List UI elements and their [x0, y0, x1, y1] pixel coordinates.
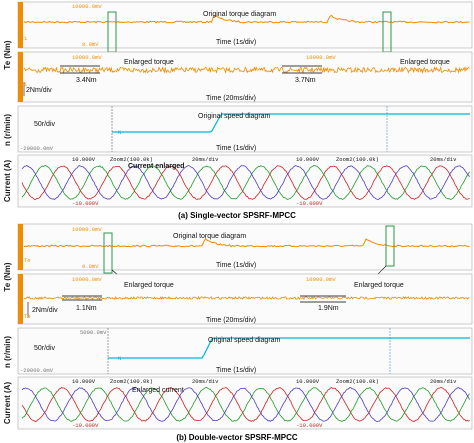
figure-a: Original torque diagram 10000.0mV 0.0mV …: [3, 1, 473, 220]
enlarged-torque-panel-b-bg: [17, 273, 473, 325]
enlarged-vdiv-a: 2Nm/div: [26, 87, 52, 94]
speed-scale-bottom-a: -20000.0mV: [20, 145, 54, 152]
current-scale-bottom-a2: -10.000V: [296, 200, 323, 207]
current-scale-bottom-a: -10.000V: [72, 200, 99, 207]
enlarged-scale-right-a: 10000.0mV: [306, 54, 336, 61]
torque-ylabel-b: Te (Nm): [3, 262, 12, 292]
current-tdiv-b: 20ms/div: [192, 378, 219, 385]
phase-c-current-a: [21, 165, 470, 200]
current-label-a: Current enlarged: [128, 163, 184, 170]
phase-b-current-a: [21, 165, 470, 200]
speed-vdiv-b: 50r/div: [34, 345, 56, 352]
current-ylabel-b: Current (A): [3, 382, 12, 425]
speed-ylabel-b: n (r/min): [3, 336, 12, 368]
current-tdiv-a2: 20ms/div: [430, 156, 457, 163]
enlarged-scale-left-a: 10000.0mV: [72, 54, 102, 61]
enlarged-channel-b: Te: [24, 313, 31, 320]
current-tdiv-a: 20ms/div: [192, 156, 219, 163]
speed-line-b: [108, 337, 470, 359]
torque-ylabel-a: Te (Nm): [3, 40, 12, 70]
speed-panel-b-bg: [17, 327, 473, 375]
torque-title-a: Original torque diagram: [203, 11, 276, 18]
current-waves-b: [21, 387, 470, 423]
enlarged-torque-panel-a-bg: [17, 51, 473, 103]
torque-scale-top-b: 10000.0mV: [72, 226, 102, 233]
phase-c-current-b: [21, 387, 470, 423]
current-zoom-b: Zoom2(100.0k): [110, 378, 153, 385]
speed-channel-a: N: [118, 129, 121, 136]
phase-b-current-b: [21, 387, 470, 422]
enlarged-scale-right-b: 10000.0mV: [306, 276, 336, 283]
speed-ylabel-a: n (r/min): [3, 114, 12, 146]
current-scale-bottom-b2: -10.000V: [296, 422, 323, 429]
torque-channel-a: 1: [24, 35, 28, 42]
current-scale-top-b: 10.000V: [72, 378, 96, 385]
torque-channel-b: Te: [24, 257, 31, 264]
phase-a-current-b: [21, 387, 470, 422]
zoom-window-box-b2: [385, 225, 395, 267]
speed-title-a: Original speed diagram: [198, 113, 271, 120]
current-scale-top-a2: 10.000V: [296, 156, 320, 163]
enlarged-vdiv-b: 2Nm/div: [32, 307, 58, 314]
enlarged-torque-label-a2: Enlarged torque: [400, 59, 450, 66]
channel-marker-torque-a: [18, 2, 23, 48]
torque-scale-top-a: 10000.0mV: [72, 3, 102, 10]
speed-scale-bottom-b: -20000.0mV: [20, 367, 54, 374]
speed-time-div-b: Time (1s/div): [216, 367, 256, 374]
phase-a-current-a: [21, 165, 470, 201]
ripple-right-a: 3.7Nm: [295, 77, 316, 84]
torque-scale-bottom-a: 0.0mV: [82, 41, 99, 48]
speed-title-b: Original speed diagram: [208, 337, 281, 344]
enlarged-torque-line-a: [23, 65, 470, 75]
torque-line-a: [23, 14, 470, 24]
figure-b: Original torque diagram 10000.0mV 0.0mV …: [3, 223, 473, 442]
current-scale-bottom-b: -10.000V: [72, 422, 99, 429]
torque-line-b: [23, 237, 470, 248]
torque-time-div-a: Time (1s/div): [216, 39, 256, 46]
enlarged-channel-a: 1: [24, 81, 28, 88]
caption-b: (b) Double-vector SPSRF-MPCC: [176, 433, 298, 442]
channel-marker-enlarged-b: [18, 274, 23, 324]
ripple-left-b: 1.1Nm: [76, 305, 97, 312]
zoom-window-box-b1: [103, 232, 113, 274]
ripple-right-b: 1.9Nm: [318, 305, 339, 312]
ripple-left-a: 3.4Nm: [76, 77, 97, 84]
enlarged-time-div-b: Time (20ms/div): [206, 317, 256, 324]
speed-scale-top-b: 5000.0mV: [80, 329, 107, 336]
enlarged-scale-left-b: 10000.0mV: [72, 276, 102, 283]
current-scale-top-a: 10.000V: [72, 156, 96, 163]
current-zoom-a2: Zoom2(100.0k): [336, 156, 379, 163]
current-label-b: Enlarged current: [132, 387, 184, 394]
current-scale-top-b2: 10.000V: [296, 378, 320, 385]
torque-panel-a-bg: [17, 1, 473, 49]
enlarged-time-div-a: Time (20ms/div): [206, 95, 256, 102]
caption-a: (a) Single-vector SPSRF-MPCC: [178, 211, 296, 220]
current-tdiv-b2: 20ms/div: [430, 378, 457, 385]
enlarged-torque-label-a: Enlarged torque: [124, 59, 174, 66]
speed-channel-b: N: [118, 355, 121, 362]
torque-time-div-b: Time (1s/div): [216, 262, 256, 269]
current-zoom-a: Zoom2(100.0k): [110, 156, 153, 163]
current-ylabel-a: Current (A): [3, 160, 12, 203]
speed-line-a: [112, 113, 470, 133]
enlarged-torque-line-b: [23, 295, 470, 301]
current-zoom-b2: Zoom2(100.0k): [336, 378, 379, 385]
enlarged-torque-label-b2: Enlarged torque: [354, 282, 404, 289]
channel-marker-enlarged-a: [18, 52, 23, 102]
speed-vdiv-a: 50r/div: [34, 121, 56, 128]
enlarged-torque-label-b: Enlarged torque: [124, 282, 174, 289]
channel-marker-torque-b: [18, 224, 23, 270]
torque-title-b: Original torque diagram: [173, 233, 246, 240]
speed-time-div-a: Time (1s/div): [216, 145, 256, 152]
current-waves-a: [21, 165, 470, 201]
torque-scale-bottom-b: 0.0mV: [82, 263, 99, 270]
